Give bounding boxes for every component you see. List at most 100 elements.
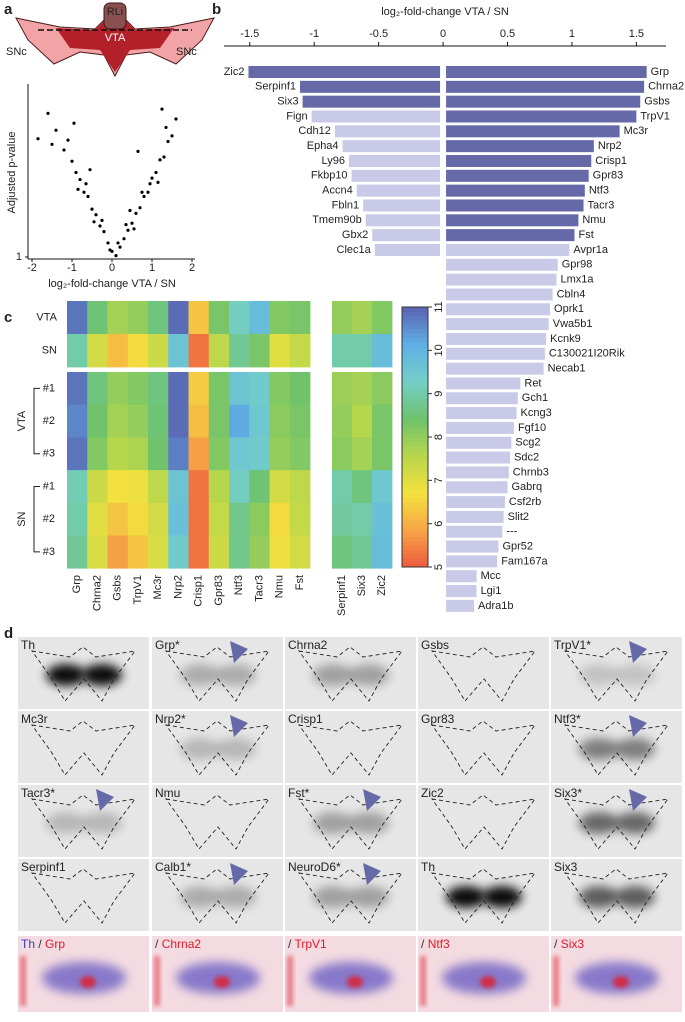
colorbar-step: [402, 497, 428, 503]
heat-cell: [107, 372, 129, 406]
micrograph: Mc3r: [18, 711, 149, 783]
point: [150, 176, 154, 180]
column-label: Nrp2: [172, 575, 184, 599]
image-label: Grp*: [155, 638, 180, 652]
bar-label: Epha4: [307, 140, 339, 152]
heat-cell: [229, 502, 250, 536]
heat-cell: [168, 372, 189, 406]
bar-label: C130021I20Rik: [549, 348, 625, 360]
signal: [615, 664, 655, 686]
signal: [579, 812, 619, 834]
bar: [446, 184, 585, 197]
bar-label: Oprk1: [554, 303, 584, 315]
heat-cell: [127, 372, 149, 406]
micrograph: Nmu: [152, 785, 283, 857]
colorbar-step: [402, 532, 428, 538]
point: [154, 170, 158, 175]
point: [88, 168, 92, 172]
bar: [302, 95, 441, 108]
bar-label: Gpr98: [562, 259, 593, 271]
bar: [446, 318, 549, 331]
red-edge: [154, 956, 160, 1006]
colorbar-step: [402, 476, 428, 481]
heat-cell: [229, 437, 250, 471]
arrowhead: [230, 863, 248, 885]
red-edge: [553, 956, 559, 1006]
heat-cell: [352, 372, 373, 406]
micrograph: Calb1*: [152, 859, 283, 931]
micrograph: Ntf3*: [551, 711, 682, 783]
bar-label: Grp: [651, 66, 669, 78]
colorbar-step: [402, 545, 428, 551]
column-label: Crisp1: [193, 575, 205, 607]
heat-cell: [107, 535, 129, 569]
colorbar-step: [402, 324, 428, 330]
x-tick-label: 1: [569, 28, 575, 40]
arrowhead: [629, 715, 647, 737]
heat-cell: [148, 470, 169, 504]
heat-cell: [289, 404, 311, 438]
arrowhead: [230, 715, 248, 737]
colorbar-step: [402, 333, 428, 338]
point: [92, 220, 96, 224]
signal: [46, 812, 86, 834]
x-tick-label: 0.5: [500, 28, 515, 40]
column-label: Chrna2: [91, 575, 103, 611]
bar-label: Fign: [286, 110, 307, 122]
heat-cell: [249, 372, 270, 406]
heat-cell: [67, 334, 88, 368]
heat-cell: [188, 404, 210, 438]
bar-label: Clec1a: [337, 244, 372, 256]
heat-cell: [269, 502, 291, 536]
bar: [446, 243, 570, 256]
colorbar-label: 11: [433, 301, 445, 312]
bar: [446, 332, 547, 345]
colorbar-step: [402, 354, 428, 360]
label-part: /: [155, 937, 159, 951]
bar: [446, 421, 514, 434]
bar: [311, 110, 441, 123]
region-outline: [31, 868, 137, 924]
row-label: #1: [43, 480, 55, 492]
heat-cell: [229, 301, 250, 335]
heat-cell: [87, 535, 108, 569]
colorbar-step: [402, 519, 428, 525]
bar-label: Serpinf1: [255, 81, 296, 93]
heat-cell: [332, 437, 353, 471]
point: [74, 170, 78, 175]
bar-label: Vwa5b1: [553, 318, 593, 330]
bar-label: Chrnb3: [513, 466, 549, 478]
heat-cell: [352, 301, 373, 335]
heat-cell: [249, 535, 270, 569]
micrograph: Six3*: [551, 785, 682, 857]
signal: [615, 886, 655, 908]
colorbar-step: [402, 350, 428, 356]
group-label: SN: [16, 511, 28, 526]
signal: [180, 664, 220, 686]
heat-cell: [107, 502, 129, 536]
bar-label: Slit2: [508, 511, 529, 523]
point: [94, 213, 98, 217]
row-label: #3: [43, 448, 55, 460]
column-label: Grp: [71, 575, 83, 593]
signal: [349, 664, 389, 686]
heat-cell: [168, 334, 189, 368]
bar-label: Sdc2: [514, 451, 539, 463]
bar-label: Fbln1: [332, 199, 360, 211]
bar: [446, 599, 474, 612]
image-label: Calb1*: [155, 860, 191, 874]
point: [128, 208, 132, 213]
colorbar-step: [402, 419, 428, 425]
bar-label: Fam167a: [501, 555, 548, 567]
region-outline: [298, 868, 404, 924]
colorbar-step: [402, 523, 428, 529]
region-outline: [564, 720, 670, 776]
bar-label: Cdh12: [298, 125, 330, 137]
image-label: NeuroD6*: [288, 860, 341, 874]
colorbar-step: [402, 489, 428, 494]
x-tick-label: 1: [149, 262, 155, 274]
micrograph: Tacr3*: [18, 785, 149, 857]
signal: [615, 812, 655, 834]
bar: [446, 229, 575, 242]
heat-cell: [107, 334, 129, 368]
